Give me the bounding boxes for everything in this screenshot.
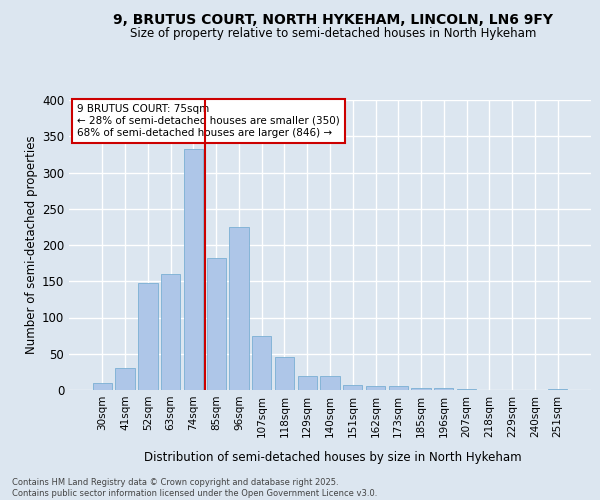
Bar (138, 282, 158, 390)
Text: Distribution of semi-detached houses by size in North Hykeham: Distribution of semi-detached houses by … (144, 451, 522, 464)
Bar (115, 368, 135, 390)
Bar (389, 386, 408, 390)
Text: Size of property relative to semi-detached houses in North Hykeham: Size of property relative to semi-detach… (130, 28, 536, 40)
Bar (252, 336, 271, 390)
Bar (275, 356, 294, 390)
Bar (184, 148, 203, 390)
Text: 9, BRUTUS COURT, NORTH HYKEHAM, LINCOLN, LN6 9FY: 9, BRUTUS COURT, NORTH HYKEHAM, LINCOLN,… (113, 12, 553, 26)
Y-axis label: Number of semi-detached properties: Number of semi-detached properties (25, 136, 38, 354)
Bar (343, 385, 362, 390)
Bar (298, 376, 317, 390)
Bar (206, 258, 226, 390)
Bar (93, 384, 112, 390)
Bar (412, 388, 431, 390)
Bar (434, 388, 454, 390)
Bar (366, 386, 385, 390)
Bar (229, 227, 248, 390)
Bar (320, 376, 340, 390)
Text: 9 BRUTUS COURT: 75sqm
← 28% of semi-detached houses are smaller (350)
68% of sem: 9 BRUTUS COURT: 75sqm ← 28% of semi-deta… (77, 104, 340, 138)
Bar (161, 274, 181, 390)
Text: Contains HM Land Registry data © Crown copyright and database right 2025.
Contai: Contains HM Land Registry data © Crown c… (12, 478, 377, 498)
